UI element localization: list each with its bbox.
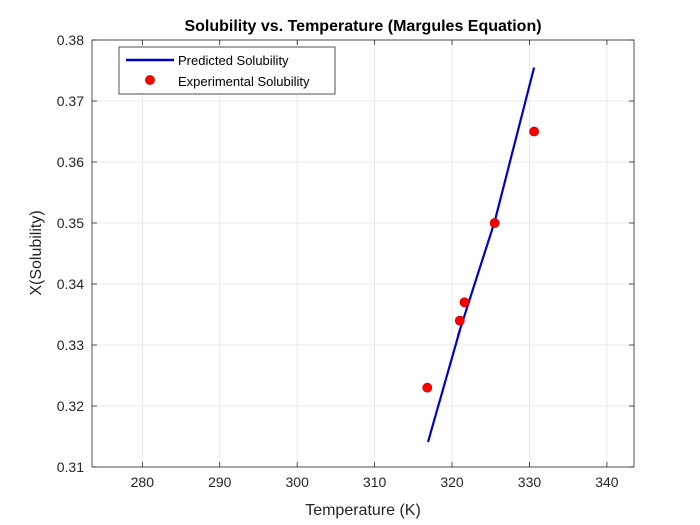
legend-predicted-label: Predicted Solubility [178,53,289,68]
experimental-point [489,218,500,228]
predicted-series [426,67,536,443]
y-tick-label: 0.36 [57,154,84,170]
x-tick-label: 330 [518,474,542,490]
experimental-point [459,297,470,308]
y-axis-label: X(Solubility) [28,210,45,295]
plot-area [92,40,634,467]
y-tick-label: 0.32 [57,398,84,414]
x-tick-label: 310 [363,474,387,490]
axis-ticks: 280 290 300 310 320 330 340 0.31 0.32 0.33 0.34 0.3… [57,32,634,490]
experimental-point [454,315,465,326]
y-tick-label: 0.31 [57,459,84,475]
x-tick-label: 290 [208,474,232,490]
plot-frame [91,39,635,468]
chart-title: Solubility vs. Temperature (Margules Equ… [184,18,541,35]
x-tick-label: 300 [286,474,310,490]
x-tick-label: 320 [440,474,464,490]
predicted-solubility-line [426,67,536,443]
y-tick-label: 0.37 [57,93,84,109]
experimental-point [529,126,540,137]
experimental-series [422,126,540,393]
x-tick-label: 340 [595,474,619,490]
x-axis-label: Temperature (K) [305,502,421,519]
x-tick-label: 280 [131,474,155,490]
legend-experimental-swatch [145,75,155,85]
legend: Predicted Solubility Experimental Solubi… [118,46,336,95]
legend-experimental-label: Experimental Solubility [178,74,310,89]
y-tick-label: 0.33 [57,337,84,353]
y-tick-label: 0.35 [57,215,84,231]
y-tick-label: 0.34 [57,276,84,292]
y-tick-label: 0.38 [57,32,84,48]
legend-box [118,46,336,95]
experimental-point [422,382,433,393]
